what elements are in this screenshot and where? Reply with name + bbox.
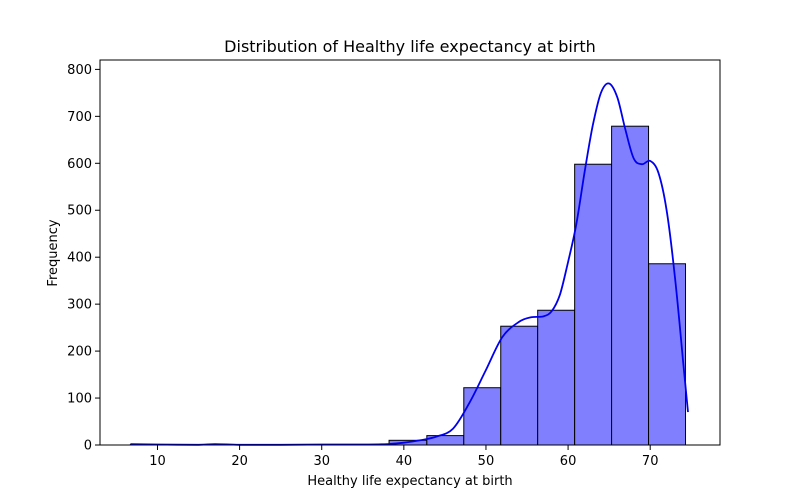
histogram-bar [611,125,650,446]
y-tick-label: 800 [67,63,92,78]
x-tick-label: 40 [396,454,413,469]
x-tick-label: 50 [478,454,495,469]
histogram-bar [463,387,502,446]
x-axis-ticks: 10 20 30 40 50 60 70 [149,445,658,469]
y-tick-label: 600 [67,157,92,172]
y-tick-label: 200 [67,345,92,360]
chart-title: Distribution of Healthy life expectancy … [224,37,596,56]
x-tick-label: 10 [149,454,166,469]
plot-frame [99,59,721,446]
y-tick-label: 100 [67,392,92,407]
y-axis-ticks: 0 100 200 300 400 500 600 700 800 [67,63,100,454]
y-tick-label: 500 [67,204,92,219]
x-axis-label: Healthy life expectancy at birth [307,474,512,489]
histogram-bars [129,125,687,446]
y-tick-label: 700 [67,110,92,125]
x-tick-label: 30 [313,454,330,469]
histogram-bar [500,325,539,446]
y-tick-label: 400 [67,251,92,266]
histogram-bar [574,163,613,446]
histogram-bar [537,309,576,446]
y-axis-label: Frequency [46,219,61,286]
y-tick-label: 300 [67,298,92,313]
x-tick-label: 60 [560,454,577,469]
y-tick-label: 0 [84,439,92,454]
histogram-bar [648,263,687,446]
x-tick-label: 70 [642,454,659,469]
x-tick-label: 20 [231,454,248,469]
